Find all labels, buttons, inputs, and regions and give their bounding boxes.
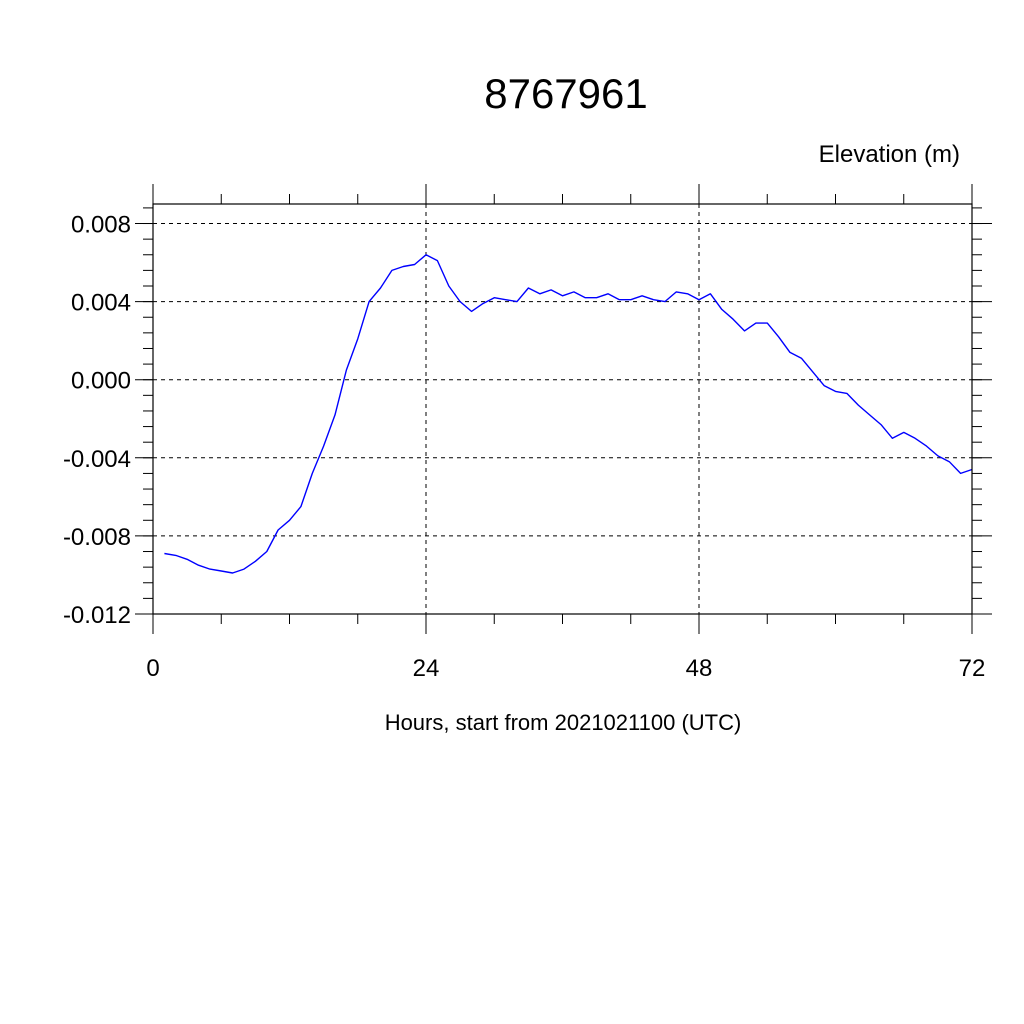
chart-title: 8767961 (484, 70, 648, 117)
y-tick-label: 0.000 (71, 368, 131, 395)
series-line (164, 254, 973, 574)
y-tick-label: -0.004 (63, 446, 131, 473)
grid-lines (153, 204, 972, 614)
tick-labels: -0.012 -0.008 -0.004 0.000 0.004 0.008 0 24 48 72 (63, 212, 985, 682)
series-layer (164, 254, 973, 574)
axis-ticks (135, 184, 992, 634)
y-axis-label: Elevation (m) (819, 141, 960, 168)
x-tick-label: 24 (413, 655, 440, 682)
x-tick-label: 48 (686, 655, 713, 682)
x-axis-label: Hours, start from 2021021100 (UTC) (385, 710, 742, 735)
x-tick-label: 0 (146, 655, 159, 682)
y-tick-label: -0.012 (63, 602, 131, 629)
y-tick-label: 0.008 (71, 212, 131, 239)
y-tick-label: 0.004 (71, 290, 131, 317)
plot-frame (152, 203, 973, 615)
y-tick-label: -0.008 (63, 524, 131, 551)
x-tick-label: 72 (959, 655, 986, 682)
